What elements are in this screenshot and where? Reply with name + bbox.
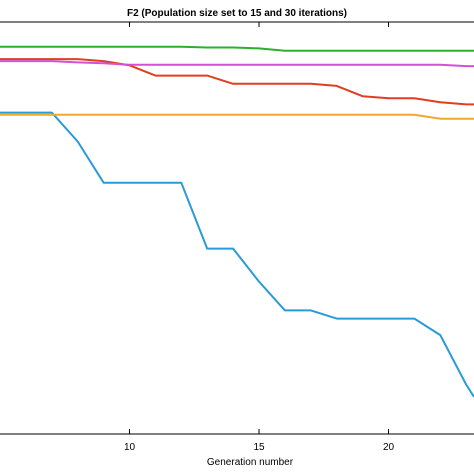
chart-title: F2 (Population size set to 15 and 30 ite… bbox=[127, 8, 347, 19]
x-tick-label: 15 bbox=[253, 442, 265, 453]
axes bbox=[0, 21, 474, 435]
series-line-2 bbox=[0, 113, 474, 120]
x-ticks: 10 15 20 bbox=[124, 22, 395, 453]
series-line-1 bbox=[0, 111, 474, 398]
x-tick-label: 20 bbox=[383, 442, 395, 453]
x-axis-label: Generation number bbox=[207, 457, 294, 468]
x-tick-label: 10 bbox=[124, 442, 136, 453]
series-line-5 bbox=[0, 45, 474, 52]
plot-lines bbox=[0, 45, 474, 398]
series-line-3 bbox=[0, 58, 474, 106]
series-line-4 bbox=[0, 60, 474, 68]
